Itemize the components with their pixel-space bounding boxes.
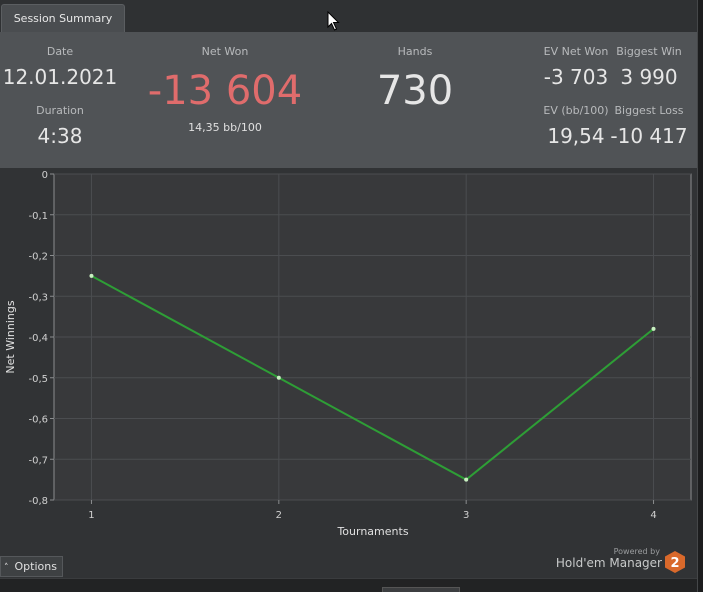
biggest-win-value: 3 990 xyxy=(620,65,678,89)
y-tick-label: -0,6 xyxy=(28,415,48,426)
data-point xyxy=(276,375,281,380)
tab-session-summary[interactable]: Session Summary xyxy=(1,4,125,32)
date-label: Date xyxy=(46,45,74,58)
ev-bb-label: EV (bb/100) xyxy=(543,104,609,117)
x-tick-label: 3 xyxy=(463,510,469,521)
date-value: 12.01.2021 xyxy=(2,65,118,89)
x-tick-label: 4 xyxy=(650,510,656,521)
session-summary-panel: Date 12.01.2021 Duration 4:38 Net Won -1… xyxy=(0,32,697,168)
ev-net-won-label: EV Net Won xyxy=(543,45,609,58)
y-tick-label: -0,3 xyxy=(28,292,48,303)
options-label: Options xyxy=(14,560,57,573)
y-tick-label: -0,5 xyxy=(28,374,48,385)
net-won-bb-per-100: 14,35 bb/100 xyxy=(188,121,262,134)
y-tick-label: -0,2 xyxy=(28,252,48,263)
y-tick-label: -0,4 xyxy=(28,333,48,344)
status-bar xyxy=(0,578,697,592)
series-line xyxy=(90,274,655,481)
x-tick-label: 2 xyxy=(276,510,282,521)
powered-by-label: Powered by xyxy=(613,547,660,556)
mouse-cursor-icon xyxy=(327,11,340,31)
duration-label: Duration xyxy=(36,104,84,117)
chevron-up-icon: ˄ xyxy=(4,563,9,573)
data-point xyxy=(651,326,656,331)
hem-logo-icon: 2 xyxy=(665,551,685,573)
biggest-win-label: Biggest Win xyxy=(616,45,682,58)
hands-value: 730 xyxy=(376,68,454,114)
tab-bar: Session Summary xyxy=(0,0,697,33)
y-tick-label: -0,7 xyxy=(28,455,48,466)
logo-badge-text: 2 xyxy=(670,556,679,571)
bottom-tab[interactable] xyxy=(382,587,460,592)
data-point xyxy=(89,273,94,278)
net-won-label: Net Won xyxy=(201,45,249,58)
x-axis-title: Tournaments xyxy=(336,525,408,538)
chart-panel: 0 -0,1 -0,2 -0,3 -0,4 -0,5 -0,6 -0,7 -0,8 1 2 3 4 To… xyxy=(0,168,697,578)
data-point xyxy=(464,477,469,482)
biggest-loss-label: Biggest Loss xyxy=(614,104,684,117)
y-tick-label: -0,8 xyxy=(28,496,48,507)
y-axis-title: Net Winnings xyxy=(4,300,17,373)
window-edge xyxy=(697,0,703,592)
net-won-value: -13 604 xyxy=(147,68,303,114)
net-winnings-chart: 0 -0,1 -0,2 -0,3 -0,4 -0,5 -0,6 -0,7 -0,8 1 2 3 4 To… xyxy=(4,170,692,538)
x-tick-label: 1 xyxy=(88,510,94,521)
ev-net-won-value: -3 703 xyxy=(543,65,609,89)
duration-value: 4:38 xyxy=(37,124,83,148)
ev-bb-value: 19,54 xyxy=(547,124,605,148)
biggest-loss-value: -10 417 xyxy=(610,124,688,148)
product-name: Hold'em Manager xyxy=(555,556,662,570)
options-toggle[interactable]: ˄ Options xyxy=(0,556,63,577)
hands-label: Hands xyxy=(397,45,433,58)
y-tick-label: -0,1 xyxy=(28,211,48,222)
y-tick-label: 0 xyxy=(42,170,48,181)
